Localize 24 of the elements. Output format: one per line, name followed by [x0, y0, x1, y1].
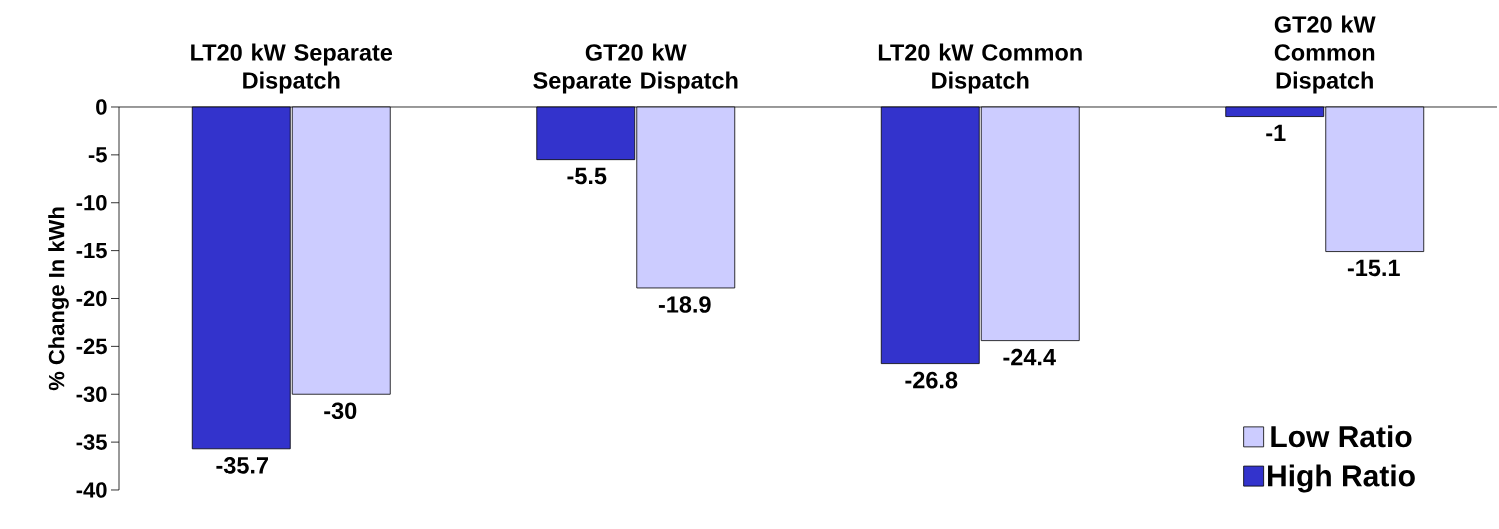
y-tick-label: -20: [76, 290, 107, 307]
legend-label: High Ratio: [1268, 464, 1415, 493]
data-label: -30: [324, 402, 357, 420]
y-tick-label: -35: [76, 434, 107, 450]
data-label: -24.4: [1003, 348, 1056, 366]
x-tick-label: GT20 kW Common Dispatch: [1274, 15, 1376, 94]
data-label: -15.1: [1347, 259, 1400, 277]
data-label: -5.5: [567, 167, 607, 185]
y-tick-label: -15: [76, 242, 107, 259]
y-axis-title: % Change In kWh: [48, 207, 69, 391]
data-label: -18.9: [658, 296, 711, 313]
y-tick-label: -10: [76, 194, 107, 211]
y-tick-label: -30: [76, 386, 107, 403]
y-tick-label: -25: [76, 338, 107, 355]
data-label: -35.7: [216, 457, 268, 474]
data-label: -26.8: [905, 371, 958, 389]
y-tick-label: -5: [88, 147, 107, 163]
x-tick-label: LT20 kW Common Dispatch: [878, 43, 1082, 94]
x-tick-label: LT20 kW Separate Dispatch: [191, 43, 393, 94]
x-tick-label: GT20 kW Separate Dispatch: [533, 43, 738, 94]
data-label: -1: [1266, 124, 1286, 141]
y-tick-label: 0: [96, 99, 107, 115]
legend-label: Low Ratio: [1271, 425, 1412, 448]
y-tick-label: -40: [76, 482, 107, 498]
